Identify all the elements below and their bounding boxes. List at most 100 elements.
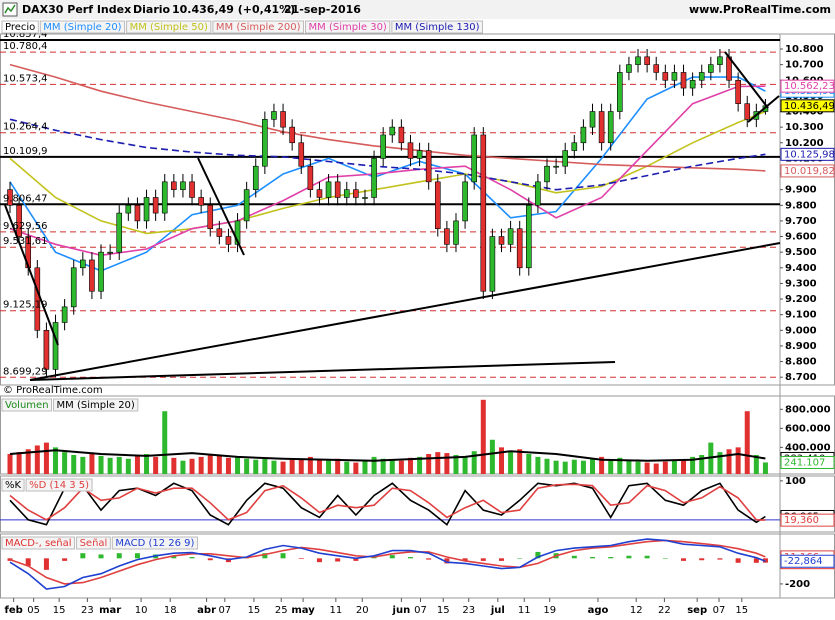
volume-bar (162, 411, 168, 474)
x-tick-label: sep (687, 605, 707, 616)
volume-bar (717, 452, 723, 474)
histogram-bar (335, 558, 341, 562)
histogram-bar (626, 555, 632, 559)
value-box (780, 147, 835, 161)
candle-body (735, 79, 741, 104)
legend-entry: MM (Simple 30) (309, 22, 387, 33)
candle-body (271, 111, 277, 120)
x-tick-label: 18 (164, 605, 177, 616)
header-bar (0, 0, 835, 19)
candle-body (407, 142, 414, 159)
volume-bar (244, 458, 250, 474)
legend-entry: MACD-, señal (5, 538, 72, 549)
y-tick-label: -200 (785, 579, 810, 590)
candle-body (43, 330, 50, 370)
candle-body (507, 228, 514, 245)
y-tick-label: 9.300 (785, 278, 817, 289)
moving-average (9, 118, 766, 191)
histogram-bar (262, 553, 268, 559)
candle-body (80, 259, 86, 269)
volume-bar (517, 449, 523, 474)
x-tick-label: abr (197, 605, 216, 616)
volume-bar (617, 457, 623, 474)
volume-bar (216, 455, 222, 474)
trend-line (724, 51, 769, 109)
x-tick-label: 15 (53, 605, 66, 616)
x-tick-label: 11 (329, 605, 342, 616)
candle-body (334, 181, 341, 198)
volume-bar (590, 458, 596, 474)
x-tick-label: 19 (543, 605, 556, 616)
volume-bar (43, 442, 49, 474)
candle-body (289, 126, 295, 144)
x-tick-label: ago (588, 605, 609, 616)
x-tick-label: 23 (81, 605, 94, 616)
icon (4, 4, 16, 14)
legend-box (39, 20, 126, 34)
value-label: 10.562,23 (784, 81, 835, 92)
volume-bar (262, 457, 268, 474)
candle-body (389, 126, 396, 136)
volume-bar (626, 460, 632, 474)
histogram-bar (43, 558, 49, 570)
candle-body (453, 220, 459, 245)
labels: 8.700 8.800 8.900 9.000 9.100 9.200 9.300 9.400… (1, 20, 835, 616)
candle-body (316, 189, 323, 198)
volume-bar (271, 460, 277, 474)
volume-bar (180, 460, 186, 474)
value-label: 10.436,49 (784, 101, 835, 112)
value-box (780, 513, 835, 527)
candle-body (698, 72, 705, 81)
legend-entry: MM (Simple 200) (216, 22, 301, 33)
volume-bar (316, 459, 322, 474)
y-tick-label: 800.000 (785, 404, 831, 415)
volume-bar (153, 456, 159, 474)
moving-average (9, 63, 766, 172)
volume-bar (453, 454, 459, 474)
legend-box (126, 20, 212, 34)
volume-bar (753, 454, 759, 474)
trend-line (197, 157, 245, 256)
legend-entry: MM (Simple 50) (130, 22, 208, 33)
histogram-bar (134, 553, 140, 559)
histogram-bar (753, 558, 759, 563)
histogram-bar (462, 558, 468, 561)
trend-lines (4, 51, 781, 381)
volume-bar (71, 454, 77, 474)
quote: 10.436,49 (+0,41%) (172, 3, 295, 16)
histogram-bar (407, 557, 413, 559)
candle-body (480, 134, 487, 292)
candle-body (617, 72, 623, 112)
candle-body (353, 189, 359, 198)
histogram-bar (353, 558, 359, 561)
level-label: 9.629,56 (3, 221, 48, 232)
value-label: 19,360 (784, 515, 819, 526)
x-tick-label: 10 (135, 605, 148, 616)
moving-average (9, 85, 766, 257)
candle-body (116, 212, 123, 253)
y-tick-label: 9.600 (785, 232, 817, 243)
candle-body (16, 204, 22, 237)
volume-bar (116, 456, 122, 474)
candle-body (198, 197, 204, 206)
legend-entry: MACD (12 26 9) (115, 538, 194, 549)
legend-box (53, 398, 139, 412)
volume-bar (471, 451, 477, 474)
volume-bar (398, 460, 404, 474)
volume-bar (580, 460, 586, 474)
volume-bar (526, 454, 532, 474)
site: www.ProRealTime.com (689, 3, 831, 16)
candle-body (744, 103, 751, 120)
y-tick-label: 600.000 (785, 423, 831, 434)
level-label: 10.109,9 (3, 146, 48, 157)
volume-bar (198, 456, 204, 474)
candle-body (489, 236, 496, 292)
volume-bar (462, 455, 468, 474)
histogram-bar (717, 558, 723, 560)
x-tick-label: 22 (658, 605, 671, 616)
trend-line (29, 361, 616, 381)
volume-bar (144, 454, 150, 474)
candle-body (562, 150, 569, 167)
candle-body (189, 181, 195, 198)
candle-body (689, 79, 696, 89)
